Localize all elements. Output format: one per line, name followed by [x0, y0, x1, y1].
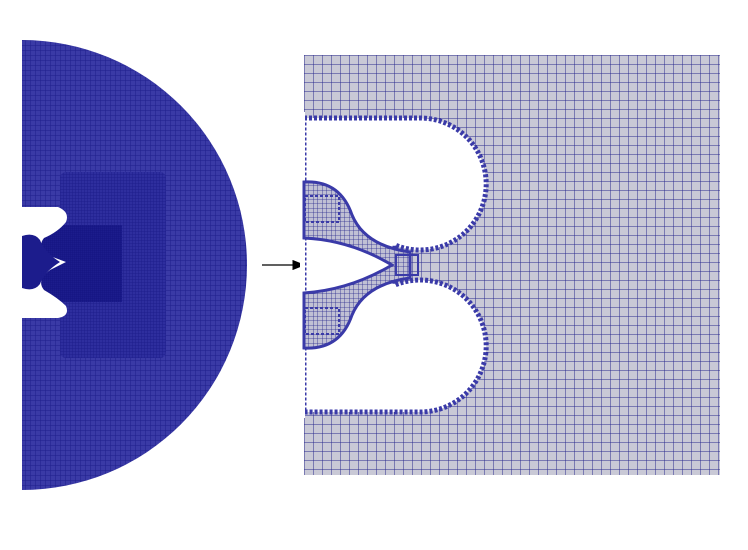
- fork-solid: [22, 234, 60, 290]
- zoomed-mesh: [300, 55, 720, 475]
- refined-block: [304, 195, 340, 223]
- cutout-region: [301, 115, 489, 415]
- fork-solid-mesh: [302, 180, 412, 350]
- neck-block: [395, 254, 419, 276]
- refined-block: [304, 307, 340, 335]
- domain-mesh: [22, 40, 247, 490]
- cutout-edge: [300, 112, 305, 418]
